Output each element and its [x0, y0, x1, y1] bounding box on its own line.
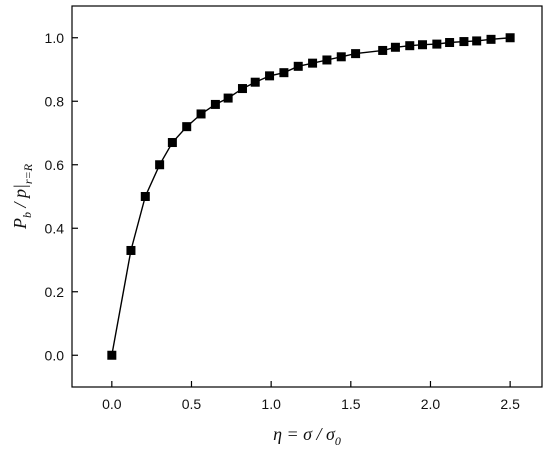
x-tick-label: 1.0: [261, 396, 281, 412]
y-axis-label-part2-subscript: r=R: [21, 163, 35, 184]
y-axis-ticks: 0.0 0.2 0.4 0.6 0.8 1.0: [45, 30, 78, 363]
data-point-marker: [140, 192, 150, 201]
data-point-marker: [322, 55, 332, 65]
data-point-marker: [293, 61, 303, 71]
data-point-marker: [250, 77, 260, 87]
y-tick-label: 0.0: [45, 347, 65, 363]
series-line: [111, 37, 511, 356]
x-axis-ticks: 0.0 0.5 1.0 1.5 2.0 2.5: [102, 381, 520, 412]
data-point-marker: [390, 42, 400, 52]
data-point-marker: [505, 33, 515, 43]
x-tick-label: 2.5: [500, 396, 520, 412]
data-point-marker: [308, 58, 318, 68]
data-point-marker: [182, 122, 192, 132]
data-point-marker: [472, 36, 482, 46]
x-axis-label-main: η = σ / σ: [273, 424, 336, 444]
y-tick-label: 0.6: [45, 157, 65, 173]
data-point-marker: [418, 40, 428, 50]
y-axis-label-part2: / p|: [10, 184, 30, 212]
plot-area-border: [71, 5, 543, 388]
data-point-marker: [486, 34, 496, 44]
x-axis-label: η = σ / σ0: [273, 424, 341, 448]
x-tick-label: 0.5: [182, 396, 202, 412]
x-axis-label-subscript: 0: [335, 434, 341, 448]
x-tick-label: 0.0: [102, 396, 122, 412]
y-axis-label: Pb / p|r=R: [10, 163, 35, 230]
data-point-marker: [405, 41, 415, 51]
data-point-marker: [126, 245, 136, 255]
data-point-marker: [196, 109, 206, 119]
data-point-marker: [265, 71, 275, 81]
data-point-marker: [223, 93, 233, 103]
y-axis-label-part1-subscript: b: [20, 212, 34, 218]
data-point-marker: [432, 39, 442, 49]
data-point-marker: [237, 84, 247, 94]
data-point-marker: [107, 350, 117, 360]
series-layer: [107, 33, 515, 360]
y-tick-label: 0.8: [45, 93, 65, 109]
data-point-marker: [155, 160, 165, 170]
data-point-marker: [459, 37, 469, 47]
x-tick-label: 1.5: [341, 396, 361, 412]
y-tick-label: 0.4: [45, 220, 65, 236]
data-point-marker: [336, 52, 346, 62]
data-point-marker: [210, 99, 220, 109]
data-point-marker: [351, 49, 361, 59]
data-point-marker: [167, 138, 177, 148]
data-point-marker: [445, 38, 455, 48]
y-axis-label-part1: P: [10, 218, 30, 230]
x-tick-label: 2.0: [421, 396, 441, 412]
y-tick-label: 0.2: [45, 284, 65, 300]
data-point-marker: [378, 45, 388, 55]
plot-frame: [71, 5, 543, 388]
data-point-marker: [279, 68, 289, 78]
y-tick-label: 1.0: [45, 30, 65, 46]
